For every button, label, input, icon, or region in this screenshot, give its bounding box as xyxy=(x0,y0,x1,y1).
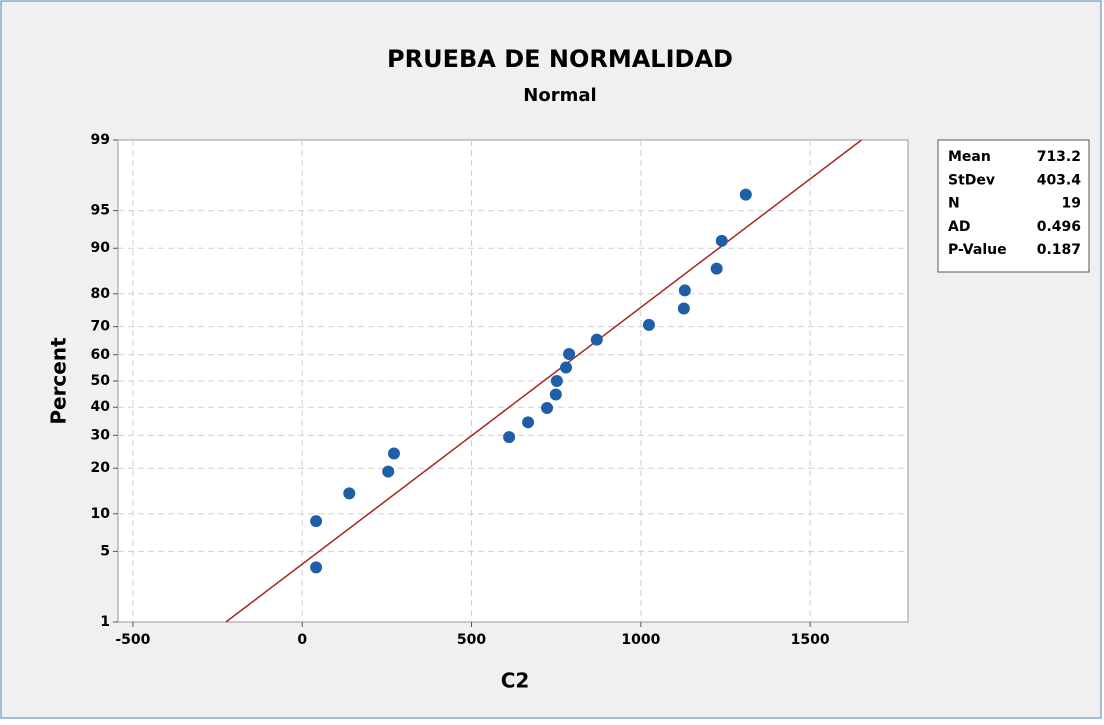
stat-label: P-Value xyxy=(948,242,1007,258)
data-point xyxy=(310,515,323,528)
y-tick-label: 95 xyxy=(91,203,110,219)
stat-value: 0.187 xyxy=(1037,242,1081,258)
y-tick-label: 30 xyxy=(91,427,111,443)
stat-value: 403.4 xyxy=(1037,172,1082,188)
chart-subtitle: Normal xyxy=(523,85,596,106)
x-tick-label: 500 xyxy=(457,632,486,648)
y-tick-label: 20 xyxy=(91,460,111,476)
data-point xyxy=(541,402,554,415)
data-point xyxy=(677,302,690,315)
y-tick-label: 40 xyxy=(91,399,111,415)
data-point xyxy=(387,447,400,460)
y-tick-label: 60 xyxy=(91,347,111,363)
x-axis-label: C2 xyxy=(501,669,530,693)
data-point xyxy=(715,234,728,247)
x-tick-label: 0 xyxy=(297,632,307,648)
y-tick-label: 90 xyxy=(91,240,111,256)
stat-label: StDev xyxy=(948,172,995,188)
y-tick-label: 10 xyxy=(91,506,111,522)
data-point xyxy=(590,333,603,346)
chart-title: PRUEBA DE NORMALIDAD xyxy=(387,45,733,73)
data-point xyxy=(563,347,576,360)
stat-label: Mean xyxy=(948,149,991,165)
y-tick-label: 1 xyxy=(100,614,110,630)
data-point xyxy=(549,388,562,401)
data-point xyxy=(678,284,691,297)
y-tick-label: 99 xyxy=(91,132,110,148)
stat-label: AD xyxy=(948,219,970,235)
data-point xyxy=(739,188,752,201)
data-point xyxy=(559,361,572,374)
x-tick-label: 1000 xyxy=(621,632,660,648)
fit-line xyxy=(225,140,862,622)
data-point xyxy=(550,375,563,387)
y-tick-label: 80 xyxy=(91,286,111,302)
stat-value: 0.496 xyxy=(1037,219,1081,235)
y-axis-label: Percent xyxy=(47,337,71,425)
stat-value: 713.2 xyxy=(1037,149,1081,165)
y-tick-label: 70 xyxy=(91,319,111,335)
data-point xyxy=(382,465,395,478)
data-point xyxy=(642,318,655,331)
y-tick-label: 50 xyxy=(91,373,111,389)
x-tick-label: -500 xyxy=(115,632,150,648)
data-point xyxy=(343,487,356,500)
stat-value: 19 xyxy=(1062,196,1081,212)
data-point xyxy=(310,561,323,574)
data-point xyxy=(522,416,535,429)
stat-label: N xyxy=(948,196,960,212)
y-tick-label: 5 xyxy=(100,543,110,559)
x-tick-label: 1500 xyxy=(791,632,830,648)
stats-box xyxy=(937,139,1090,273)
data-point xyxy=(710,262,723,275)
data-point xyxy=(503,431,516,444)
